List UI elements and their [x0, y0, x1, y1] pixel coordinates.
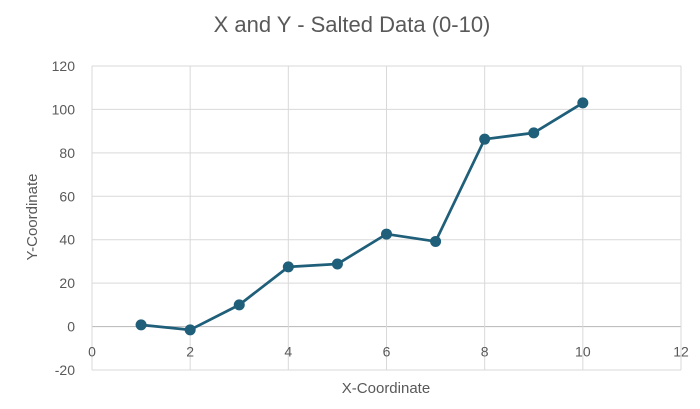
y-axis-tick-labels: -20 0 20 40 60 80 100 120 — [52, 58, 76, 378]
data-point — [381, 228, 392, 240]
y-axis-title: Y-Coordinate — [24, 173, 41, 260]
chart-title: X and Y - Salted Data (0-10) — [214, 12, 491, 37]
y-tick-label: 60 — [59, 188, 75, 204]
series-group — [135, 97, 589, 336]
data-point — [479, 133, 491, 145]
y-tick-label: 20 — [59, 275, 75, 291]
x-tick-label: 4 — [284, 344, 292, 360]
x-tick-label: 2 — [186, 344, 194, 360]
x-tick-label: 10 — [575, 344, 591, 360]
data-point — [430, 235, 442, 247]
y-tick-label: 40 — [59, 232, 75, 248]
series-line — [140, 101, 584, 332]
data-point — [135, 319, 147, 331]
x-tick-label: 0 — [88, 344, 96, 360]
data-point — [577, 97, 589, 109]
x-tick-label: 8 — [481, 344, 489, 360]
y-tick-label: 120 — [52, 58, 76, 74]
x-tick-label: 6 — [383, 344, 391, 360]
data-point — [331, 258, 343, 270]
data-point — [282, 261, 294, 273]
data-point — [184, 324, 196, 336]
y-tick-label: 0 — [67, 319, 75, 335]
y-tick-label: 80 — [59, 145, 75, 161]
x-tick-label: 12 — [673, 344, 689, 360]
gridlines — [91, 65, 682, 371]
y-tick-label: 100 — [52, 101, 76, 117]
data-point — [233, 299, 245, 311]
x-axis-title: X-Coordinate — [342, 380, 430, 397]
y-tick-label: -20 — [55, 362, 75, 378]
x-axis-tick-labels: 0 2 4 6 8 10 12 — [88, 344, 689, 360]
data-point — [528, 127, 540, 139]
